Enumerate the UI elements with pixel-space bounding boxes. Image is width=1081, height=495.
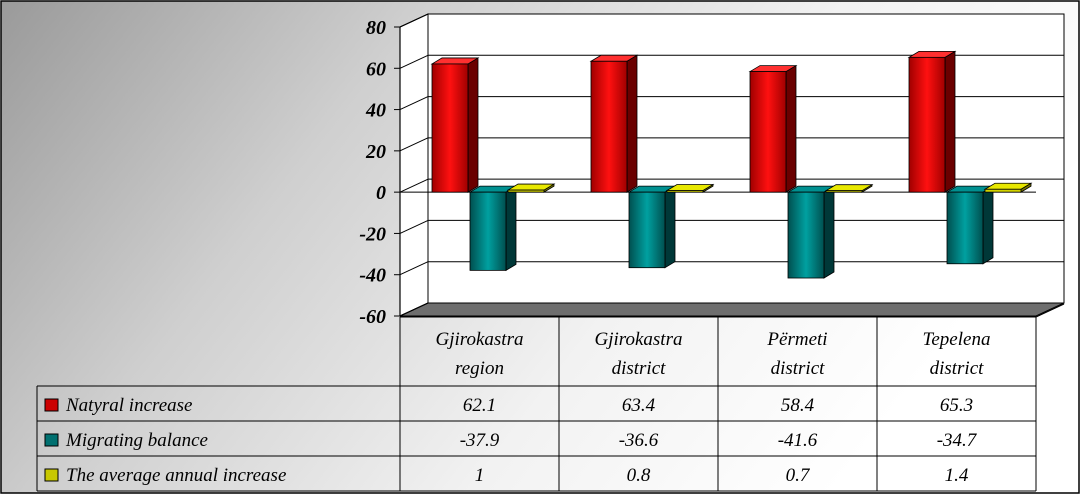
- data-label: 63.4: [622, 395, 656, 416]
- bar-average-annual-increase-front: [507, 189, 545, 193]
- data-label: -41.6: [778, 430, 818, 451]
- bar-average-annual-increase-front: [666, 190, 704, 193]
- data-label: 1.4: [945, 465, 969, 486]
- bar-migrating-balance: [945, 185, 995, 265]
- legend-label: The average annual increase: [66, 465, 286, 486]
- gridline-side: [399, 261, 429, 276]
- category-label: Gjirokastra: [595, 329, 683, 350]
- data-label: 1: [475, 465, 485, 486]
- bar-average-annual-increase: [506, 183, 556, 193]
- y-tick-label: 20: [365, 141, 386, 163]
- bar-migrating-balance-side: [505, 185, 517, 272]
- category-label: Përmeti: [766, 329, 827, 350]
- legend-key: [44, 433, 59, 447]
- table-line: [1035, 303, 1065, 318]
- legend-key: [44, 468, 59, 482]
- data-label: 0.8: [627, 465, 651, 486]
- category-label: Tepelena: [923, 329, 991, 350]
- bar-average-annual-increase-front: [984, 188, 1022, 193]
- bar-average-annual-increase: [824, 183, 874, 193]
- y-tick-label: 80: [366, 17, 386, 39]
- legend-key: [44, 398, 59, 412]
- legend-label: Migrating balance: [65, 430, 208, 451]
- bar-migrating-balance-side: [823, 185, 835, 279]
- bar-average-annual-increase: [983, 182, 1033, 193]
- bar-migrating-balance-front: [628, 191, 666, 269]
- legend-label: Natyral increase: [65, 395, 192, 416]
- data-label: -34.7: [937, 430, 978, 451]
- gridline-side: [399, 54, 429, 69]
- bar-natyral-increase: [748, 64, 798, 193]
- y-tick-label: 60: [366, 58, 386, 80]
- category-label: district: [771, 358, 826, 379]
- category-label: region: [455, 358, 504, 379]
- y-tick-label: -60: [359, 306, 386, 328]
- category-label: district: [930, 358, 985, 379]
- gridline-side: [399, 302, 429, 317]
- bar-natyral-increase-side: [626, 54, 638, 193]
- bar-natyral-increase-front: [749, 71, 787, 193]
- data-label: 58.4: [781, 395, 815, 416]
- bar-natyral-increase-front: [431, 63, 469, 193]
- gridline-side: [399, 96, 429, 111]
- bar-migrating-balance: [786, 185, 836, 279]
- y-tick-label: 0: [376, 182, 386, 204]
- y-tick-label: -20: [359, 223, 386, 245]
- data-label: 0.7: [786, 465, 811, 486]
- bar-natyral-increase-side: [467, 57, 479, 193]
- bar-average-annual-increase-front: [825, 190, 863, 193]
- gridline-side: [399, 13, 429, 28]
- bar-migrating-balance-front: [787, 191, 825, 279]
- category-label: district: [612, 358, 667, 379]
- bar-natyral-increase-front: [908, 56, 946, 193]
- data-label: 65.3: [940, 395, 973, 416]
- category-label: Gjirokastra: [436, 329, 524, 350]
- bar-migrating-balance-front: [946, 191, 984, 265]
- data-label: -37.9: [460, 430, 500, 451]
- bar-natyral-increase-side: [785, 64, 797, 193]
- data-label: 62.1: [463, 395, 496, 416]
- bar-migrating-balance-side: [664, 185, 676, 269]
- y-tick-label: 40: [365, 100, 386, 122]
- plot-floor: [399, 302, 1065, 317]
- bar-average-annual-increase: [665, 183, 715, 193]
- gridline-side: [399, 219, 429, 234]
- bar-migrating-balance-side: [982, 185, 994, 265]
- bar-migrating-balance: [627, 185, 677, 269]
- bar-migrating-balance-front: [469, 191, 507, 271]
- bar-natyral-increase: [589, 54, 639, 193]
- data-label: -36.6: [619, 430, 659, 451]
- bar-natyral-increase: [430, 57, 480, 193]
- bar-natyral-increase: [907, 50, 957, 193]
- bar-natyral-increase-front: [590, 60, 628, 193]
- gridline-side: [399, 137, 429, 152]
- bar-migrating-balance: [468, 185, 518, 272]
- y-tick-label: -40: [359, 265, 386, 287]
- gridline-side: [399, 178, 429, 193]
- plot-side-wall: [399, 13, 429, 317]
- bar-natyral-increase-side: [944, 50, 956, 193]
